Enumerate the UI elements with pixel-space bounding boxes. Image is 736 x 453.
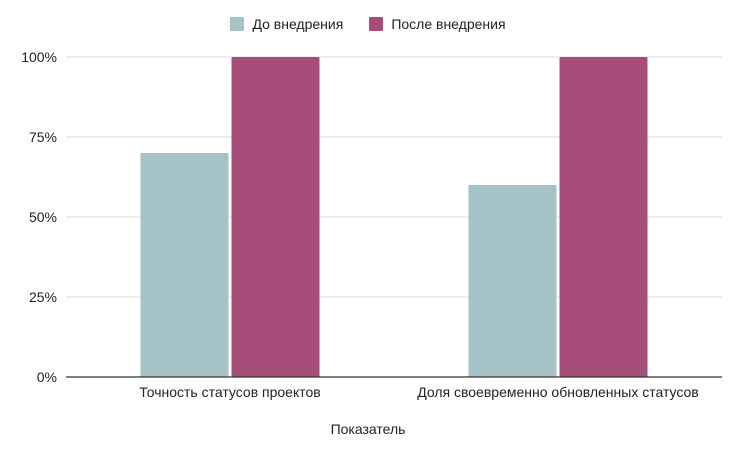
y-tick-label: 25% [29, 289, 57, 305]
y-tick-label: 0% [37, 369, 57, 385]
bar-before [140, 153, 229, 377]
bar-after [559, 57, 648, 377]
legend-swatch-before [230, 17, 245, 31]
y-tick-label: 75% [29, 129, 57, 145]
x-axis-title: Показатель [330, 421, 406, 437]
bar-before [468, 185, 557, 377]
y-tick-label: 100% [21, 49, 57, 65]
chart-legend: До внедрения После внедрения [0, 16, 736, 32]
legend-label-after: После внедрения [391, 16, 506, 32]
x-tick-label: Доля своевременно обновленных статусов [417, 384, 699, 400]
legend-item-after: После внедрения [369, 16, 506, 32]
y-tick-label: 50% [29, 209, 57, 225]
legend-item-before: До внедрения [230, 16, 343, 32]
legend-swatch-after [369, 17, 384, 31]
bar-after [231, 57, 320, 377]
x-tick-label: Точность статусов проектов [139, 384, 320, 400]
legend-label-before: До внедрения [252, 16, 344, 32]
